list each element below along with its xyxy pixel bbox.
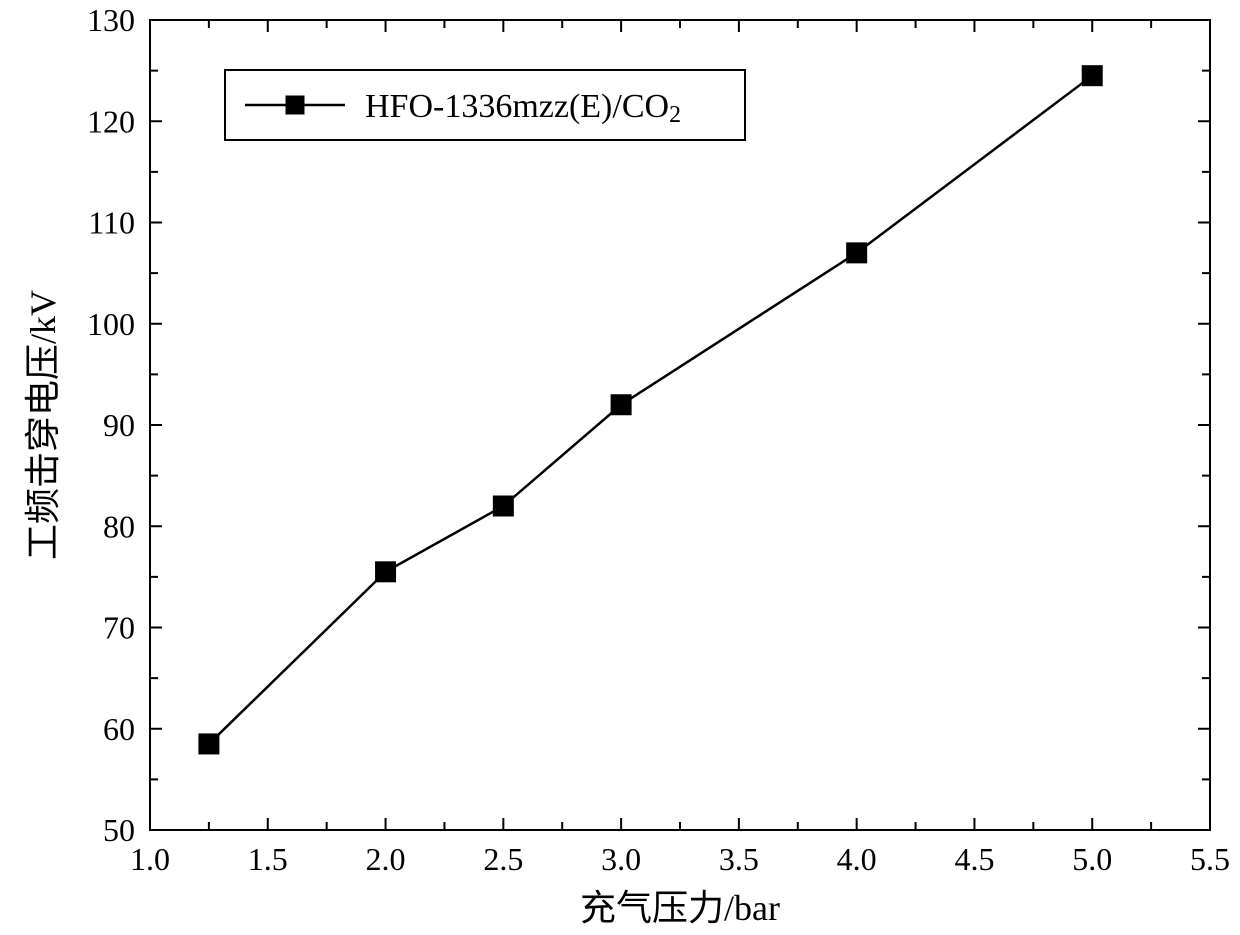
svg-text:120: 120 — [87, 103, 135, 139]
svg-text:90: 90 — [103, 407, 135, 443]
y-axis-label: 工频击穿电压/kV — [23, 290, 63, 560]
chart-svg: 1.0 1.5 2.0 2.5 3.0 3.5 4.0 4.5 5.0 5.5 50 60 70 80 90… — [0, 0, 1240, 935]
svg-text:2.5: 2.5 — [483, 841, 523, 877]
x-axis-label: 充气压力/bar — [580, 888, 780, 928]
svg-text:130: 130 — [87, 2, 135, 38]
svg-text:1.5: 1.5 — [248, 841, 288, 877]
svg-text:60: 60 — [103, 711, 135, 747]
legend-label: HFO-1336mzz(E)/CO2 — [365, 88, 681, 128]
svg-text:110: 110 — [88, 205, 135, 241]
data-marker — [1082, 66, 1102, 86]
data-marker — [847, 243, 867, 263]
chart-container: 1.0 1.5 2.0 2.5 3.0 3.5 4.0 4.5 5.0 5.5 50 60 70 80 90… — [0, 0, 1240, 935]
svg-text:70: 70 — [103, 610, 135, 646]
svg-text:100: 100 — [87, 306, 135, 342]
data-marker — [611, 395, 631, 415]
svg-text:1.0: 1.0 — [130, 841, 170, 877]
svg-text:5.5: 5.5 — [1190, 841, 1230, 877]
svg-text:3.0: 3.0 — [601, 841, 641, 877]
data-marker — [493, 496, 513, 516]
svg-text:4.0: 4.0 — [837, 841, 877, 877]
svg-text:2.0: 2.0 — [366, 841, 406, 877]
svg-text:3.5: 3.5 — [719, 841, 759, 877]
svg-text:50: 50 — [103, 812, 135, 848]
data-marker — [376, 562, 396, 582]
svg-text:5.0: 5.0 — [1072, 841, 1112, 877]
svg-text:80: 80 — [103, 508, 135, 544]
svg-text:4.5: 4.5 — [954, 841, 994, 877]
data-marker — [199, 734, 219, 754]
legend: HFO-1336mzz(E)/CO2 — [225, 70, 745, 140]
